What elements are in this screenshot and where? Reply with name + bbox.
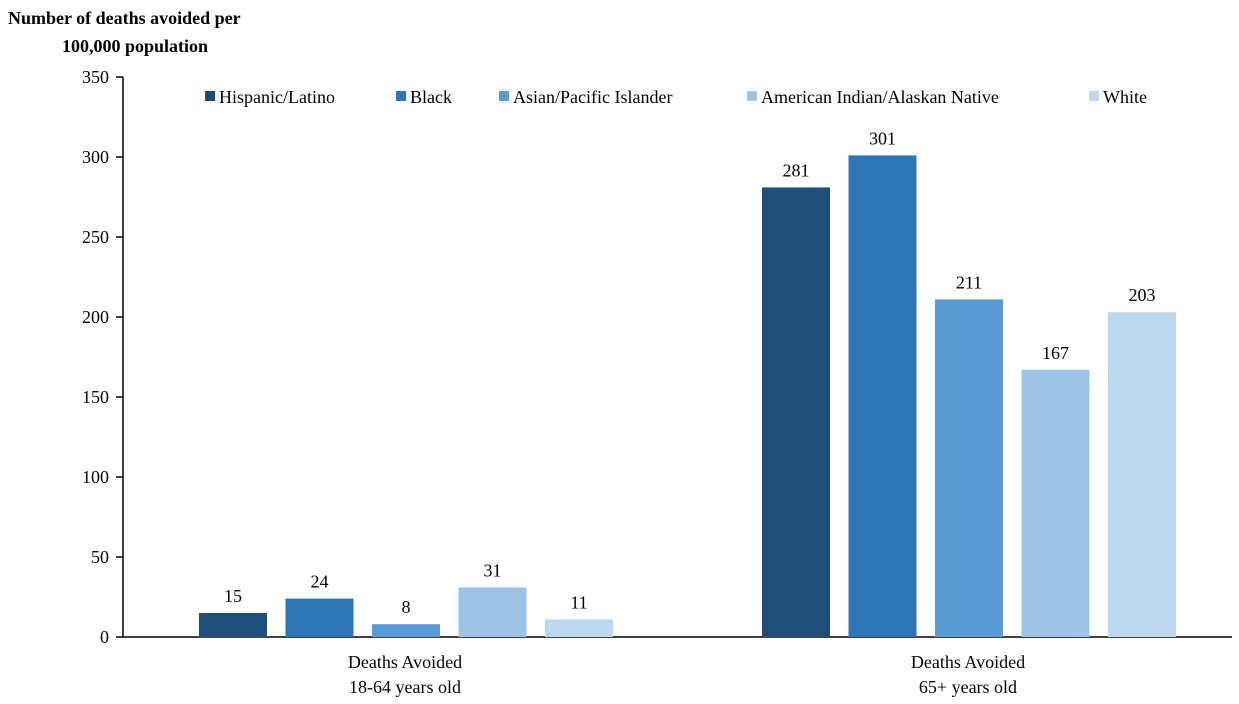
legend-label: White: [1103, 87, 1147, 107]
legend-swatch: [1089, 91, 1099, 101]
bar: [1021, 369, 1090, 637]
y-tick-label: 50: [91, 547, 109, 567]
bar: [935, 299, 1003, 637]
legend-swatch: [499, 91, 509, 101]
y-axis-title-line-1: Number of deaths avoided per: [8, 8, 241, 28]
data-label: 167: [1042, 343, 1069, 363]
legend-label: American Indian/Alaskan Native: [761, 87, 999, 107]
bar: [545, 619, 613, 637]
bar: [762, 187, 830, 637]
data-label: 301: [869, 128, 896, 148]
y-ticks: 0 50 100 150 200 250 300 350: [82, 67, 123, 647]
legend-label: Asian/Pacific Islander: [513, 87, 672, 107]
category-label: Deaths Avoided: [348, 652, 462, 672]
legend: Hispanic/Latino Black Asian/Pacific Island…: [205, 87, 1147, 107]
data-labels: 15 281 24 301 8 211 31 167 11 203: [224, 128, 1156, 617]
data-label: 203: [1129, 285, 1156, 305]
data-label: 31: [484, 560, 502, 580]
data-label: 15: [224, 586, 242, 606]
y-tick-label: 100: [82, 467, 109, 487]
category-label: 65+ years old: [919, 677, 1017, 697]
bar: [285, 598, 354, 637]
legend-label: Hispanic/Latino: [219, 87, 335, 107]
y-tick-label: 200: [82, 307, 109, 327]
y-tick-label: 300: [82, 147, 109, 167]
category-label: Deaths Avoided: [911, 652, 1025, 672]
data-label: 24: [311, 572, 329, 592]
data-label: 8: [402, 597, 411, 617]
bar: [199, 613, 267, 637]
bar: [1108, 312, 1176, 637]
y-tick-label: 350: [82, 67, 109, 87]
bar: [848, 155, 917, 637]
bars: [199, 155, 1176, 637]
y-tick-label: 0: [100, 627, 109, 647]
legend-swatch: [747, 91, 757, 101]
y-tick-label: 250: [82, 227, 109, 247]
bar: [372, 624, 440, 637]
y-axis-title-line-2: 100,000 population: [62, 36, 208, 56]
data-label: 281: [783, 160, 810, 180]
bar: [458, 587, 527, 637]
legend-label: Black: [410, 87, 452, 107]
category-label: 18-64 years old: [349, 677, 461, 697]
data-label: 11: [570, 592, 587, 612]
legend-swatch: [396, 91, 406, 101]
y-tick-label: 150: [82, 387, 109, 407]
data-label: 211: [956, 272, 982, 292]
category-labels: Deaths Avoided 18-64 years old Deaths Avoi…: [348, 652, 1025, 697]
legend-swatch: [205, 91, 215, 101]
